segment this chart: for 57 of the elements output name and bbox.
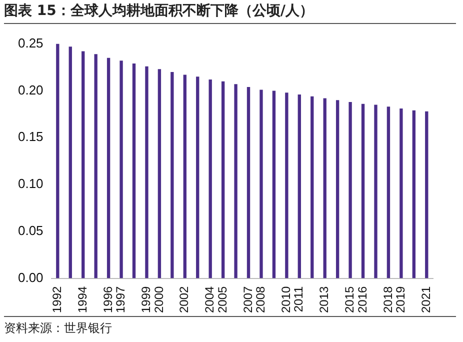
bar <box>82 51 85 278</box>
x-tick-label: 1994 <box>75 286 90 314</box>
bar <box>386 106 390 278</box>
bar <box>285 92 288 278</box>
x-tick-label: 2005 <box>215 286 230 314</box>
bar <box>336 100 340 278</box>
bar <box>106 58 110 278</box>
y-tick-label: 0.25 <box>18 35 44 50</box>
y-tick-label: 0.00 <box>18 270 44 285</box>
x-tick-label: 2018 <box>380 286 395 314</box>
bar <box>196 76 200 278</box>
bar <box>298 94 301 278</box>
x-tick-label: 2011 <box>292 286 306 312</box>
bar <box>158 69 162 278</box>
y-tick-label: 0.20 <box>18 82 44 98</box>
bar <box>234 84 238 278</box>
bar <box>208 79 212 278</box>
bar <box>120 60 123 278</box>
bar <box>246 86 250 278</box>
x-tick-label: 2015 <box>342 286 357 314</box>
x-tick-label: 1996 <box>100 286 115 314</box>
x-tick-label: 2002 <box>177 286 192 314</box>
bar <box>221 81 225 278</box>
bar <box>412 110 416 278</box>
bar <box>272 90 276 278</box>
bar <box>310 96 314 278</box>
x-tick-label: 2000 <box>152 286 166 314</box>
bar <box>425 111 428 278</box>
x-tick-label: 1992 <box>50 286 64 314</box>
x-tick-label: 1997 <box>114 286 128 314</box>
x-tick-label: 2008 <box>254 286 268 314</box>
bar <box>56 44 60 278</box>
y-tick-label: 0.15 <box>18 129 44 144</box>
bar <box>94 54 98 278</box>
bar <box>132 64 136 278</box>
bar <box>374 104 378 278</box>
x-tick-label: 2019 <box>394 286 408 314</box>
bar <box>145 66 148 278</box>
x-tick-label: 2007 <box>240 286 255 314</box>
x-tick-label: 2016 <box>355 286 370 314</box>
bar <box>400 108 403 278</box>
bar <box>361 104 365 278</box>
bar <box>170 72 174 278</box>
x-tick-label: 2021 <box>418 286 433 314</box>
chart-title: 图表 15：全球人均耕地面积不断下降（公顷/人） <box>4 2 456 24</box>
text: 资料来源：世界银行 <box>4 316 456 337</box>
y-tick-label: 0.10 <box>18 176 44 192</box>
bar <box>68 46 72 278</box>
x-tick-label: 2004 <box>202 286 217 314</box>
bar <box>183 74 186 278</box>
bar <box>348 102 352 278</box>
bar <box>323 98 326 278</box>
x-tick-label: 1999 <box>139 286 154 314</box>
bar <box>260 90 263 278</box>
y-tick-label: 0.05 <box>18 222 44 238</box>
x-tick-label: 2010 <box>278 286 293 314</box>
x-tick-label: 2013 <box>317 286 332 314</box>
